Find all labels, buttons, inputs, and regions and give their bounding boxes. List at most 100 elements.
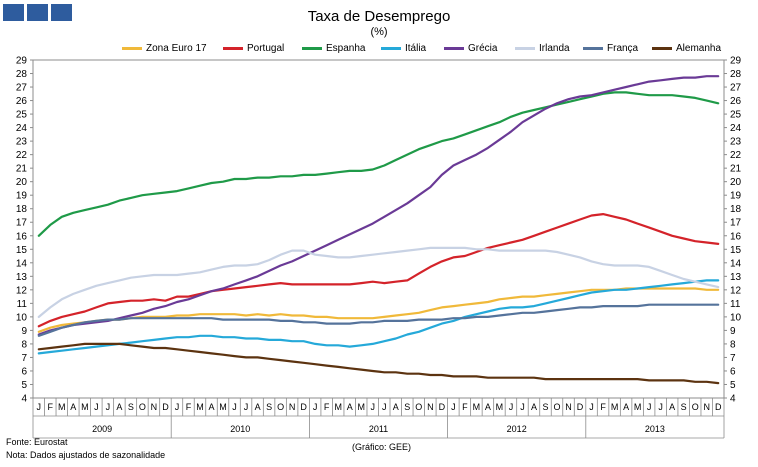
chart-subtitle: (%): [370, 26, 388, 38]
legend-label: Itália: [405, 43, 427, 54]
legend-label: Espanha: [326, 43, 366, 54]
x-tick-label-year: 2012: [507, 424, 527, 434]
y-tick-label-right: 6: [730, 366, 736, 377]
logo-block: [27, 4, 48, 21]
y-tick-label-left: 25: [16, 110, 28, 121]
y-tick-label-left: 26: [16, 96, 28, 107]
y-tick-label-right: 17: [730, 218, 742, 229]
x-tick-label-month: J: [658, 402, 663, 412]
y-tick-label-right: 29: [730, 56, 742, 67]
x-tick-label-month: S: [404, 402, 410, 412]
series-line-zona-euro-17: [37, 287, 720, 333]
y-tick-label-left: 24: [16, 123, 28, 134]
x-tick-label-month: S: [681, 402, 687, 412]
x-tick-label-month: J: [244, 402, 249, 412]
y-tick-label-left: 21: [16, 164, 28, 175]
y-tick-label-left: 14: [16, 258, 28, 269]
x-tick-label-month: J: [382, 402, 387, 412]
series-line-espanha: [37, 91, 720, 237]
legend-swatch: [223, 47, 243, 50]
x-tick-label-month: J: [175, 402, 180, 412]
x-tick-label-month: O: [139, 402, 146, 412]
legend-swatch: [444, 47, 464, 50]
x-tick-label-month: J: [313, 402, 318, 412]
y-tick-label-left: 18: [16, 204, 28, 215]
x-tick-label-month: J: [451, 402, 456, 412]
x-tick-label-month: J: [520, 402, 525, 412]
x-tick-label-month: A: [623, 402, 629, 412]
y-tick-label-left: 5: [21, 380, 27, 391]
plot-frame: [32, 59, 725, 399]
x-tick-label-month: D: [300, 402, 307, 412]
legend-item-grecia: Grécia: [444, 43, 497, 54]
y-tick-label-left: 9: [21, 326, 27, 337]
x-tick-label-month: D: [577, 402, 584, 412]
logo-block: [51, 4, 72, 21]
chart-credit: (Gráfico: GEE): [352, 442, 412, 452]
y-tick-label-left: 22: [16, 150, 28, 161]
x-tick-label-year: 2013: [645, 424, 665, 434]
x-tick-label-month: S: [266, 402, 272, 412]
y-tick-label-right: 4: [730, 394, 736, 405]
legend-swatch: [381, 47, 401, 50]
y-tick-label-right: 25: [730, 110, 742, 121]
y-tick-label-right: 19: [730, 191, 742, 202]
x-tick-label-month: J: [232, 402, 237, 412]
x-tick-label-month: M: [81, 402, 89, 412]
x-tick-label-month: F: [48, 402, 54, 412]
y-tick-label-left: 4: [21, 394, 27, 405]
x-tick-label-month: M: [58, 402, 66, 412]
logo-block: [3, 4, 24, 21]
x-tick-label-month: A: [255, 402, 261, 412]
x-tick-label-month: J: [589, 402, 594, 412]
chart-title: Taxa de Desemprego: [307, 8, 451, 25]
x-tick-label-month: O: [277, 402, 284, 412]
x-tick-label-month: O: [415, 402, 422, 412]
x-tick-label-month: M: [357, 402, 365, 412]
y-tick-label-left: 19: [16, 191, 28, 202]
y-tick-label-left: 16: [16, 231, 28, 242]
x-tick-label-month: M: [473, 402, 481, 412]
x-tick-label-month: A: [531, 402, 537, 412]
y-tick-label-right: 5: [730, 380, 736, 391]
legend-swatch: [652, 47, 672, 50]
x-tick-label-month: N: [565, 402, 572, 412]
series-line-italia: [37, 279, 720, 355]
y-tick-label-right: 15: [730, 245, 742, 256]
y-tick-label-left: 15: [16, 245, 28, 256]
y-tick-label-right: 13: [730, 272, 742, 283]
x-tick-label-year: 2011: [369, 424, 388, 434]
legend-item-italia: Itália: [381, 43, 426, 54]
x-tick-label-month: D: [715, 402, 722, 412]
y-tick-label-right: 14: [730, 258, 742, 269]
legend-swatch: [515, 47, 535, 50]
legend-label: Portugal: [247, 43, 285, 54]
x-tick-label-month: N: [703, 402, 710, 412]
x-tick-label-month: J: [370, 402, 375, 412]
y-tick-label-right: 10: [730, 312, 742, 323]
x-tick-label-month: F: [462, 402, 468, 412]
y-tick-label-right: 9: [730, 326, 736, 337]
legend-item-franca: França: [583, 43, 638, 54]
y-tick-label-left: 17: [16, 218, 28, 229]
source-note: Fonte: Eurostat: [6, 437, 68, 447]
x-tick-label-month: F: [600, 402, 606, 412]
x-tick-label-month: M: [634, 402, 642, 412]
x-tick-label-month: A: [347, 402, 353, 412]
legend-item-zona-euro-17: Zona Euro 17: [122, 43, 207, 54]
x-tick-label-month: M: [196, 402, 204, 412]
y-tick-label-right: 24: [730, 123, 742, 134]
x-tick-label-month: A: [116, 402, 122, 412]
x-tick-label-month: O: [554, 402, 561, 412]
y-tick-label-right: 22: [730, 150, 742, 161]
y-tick-label-left: 28: [16, 69, 28, 80]
x-tick-label-month: N: [289, 402, 296, 412]
legend-item-espanha: Espanha: [302, 43, 365, 54]
legend-label: Grécia: [468, 43, 498, 54]
x-tick-label-month: M: [219, 402, 227, 412]
legend-item-irlanda: Irlanda: [515, 43, 570, 54]
x-tick-label-month: A: [393, 402, 399, 412]
x-tick-label-month: J: [509, 402, 514, 412]
y-tick-label-right: 11: [730, 299, 741, 310]
y-tick-label-right: 16: [730, 231, 742, 242]
